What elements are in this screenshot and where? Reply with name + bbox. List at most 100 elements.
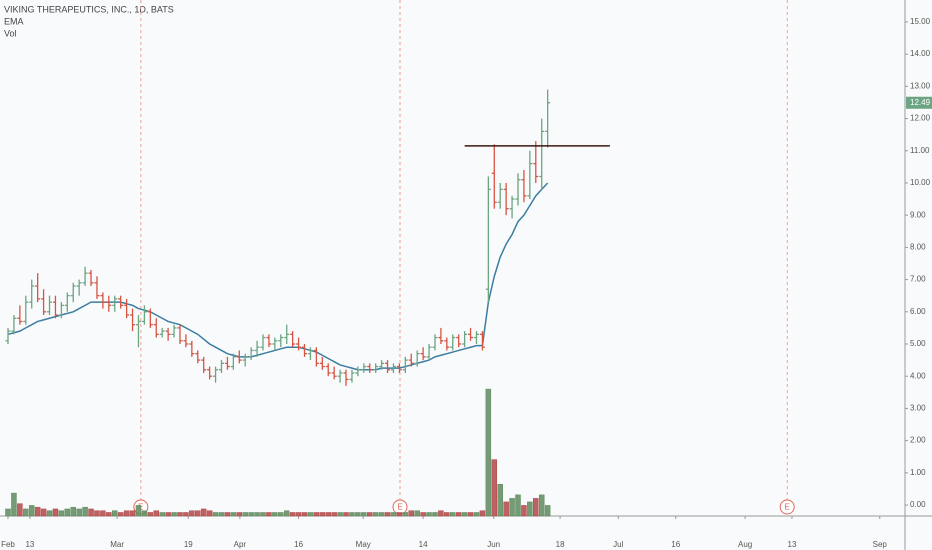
volume-bar xyxy=(396,512,403,517)
volume-bar xyxy=(141,510,148,517)
x-tick-label: Feb xyxy=(1,540,15,549)
volume-bar xyxy=(34,506,41,517)
volume-bar xyxy=(165,512,171,517)
volume-bar xyxy=(325,512,331,517)
y-tick-label: 12.00 xyxy=(910,114,931,123)
y-tick-label: 15.00 xyxy=(910,17,931,26)
y-tick-label: 4.00 xyxy=(910,371,926,380)
y-tick-label: 13.00 xyxy=(910,81,931,90)
volume-bar xyxy=(544,505,551,517)
volume-bar xyxy=(195,510,201,517)
volume-bar xyxy=(361,512,367,517)
volume-bar xyxy=(438,510,444,517)
volume-bar xyxy=(159,512,165,517)
x-tick-label: 16 xyxy=(671,540,680,549)
volume-bar xyxy=(17,503,23,517)
volume-bar xyxy=(123,510,130,517)
volume-bar xyxy=(236,512,243,517)
volume-bar xyxy=(254,512,260,517)
volume-bar xyxy=(266,512,272,517)
x-tick-label: Jun xyxy=(487,540,500,549)
volume-bar xyxy=(527,501,533,517)
volume-bar xyxy=(106,512,112,517)
volume-bar xyxy=(473,512,480,517)
volume-bar xyxy=(52,508,59,517)
volume-bar xyxy=(479,510,486,517)
volume-bar xyxy=(521,505,527,517)
volume-bar xyxy=(295,512,302,517)
x-tick-label: 19 xyxy=(184,540,193,549)
volume-bar xyxy=(349,512,355,517)
legend-ema: EMA xyxy=(4,16,24,26)
y-tick-label: 11.00 xyxy=(910,146,930,155)
x-tick-label: 16 xyxy=(294,540,303,549)
x-tick-label: Sep xyxy=(873,540,888,549)
volume-bar xyxy=(40,508,47,517)
volume-bar xyxy=(153,510,160,517)
chart-title: VIKING THERAPEUTICS, INC., 1D, BATS xyxy=(4,4,174,14)
volume-bar xyxy=(289,512,296,517)
volume-bar xyxy=(503,501,509,517)
x-tick-label: Apr xyxy=(234,540,247,549)
x-tick-label: Mar xyxy=(110,540,124,549)
volume-bar xyxy=(355,512,361,517)
volume-bar xyxy=(177,512,183,517)
volume-bar xyxy=(212,512,219,517)
volume-bar xyxy=(230,512,237,517)
volume-bar xyxy=(272,512,278,517)
event-label: E xyxy=(785,503,790,512)
volume-bar xyxy=(301,512,308,517)
volume-bar xyxy=(497,484,503,517)
volume-bar xyxy=(82,506,88,517)
volume-bar xyxy=(117,512,124,517)
volume-bar xyxy=(64,508,71,517)
x-tick-label: 13 xyxy=(788,540,797,549)
volume-bar xyxy=(260,512,266,517)
volume-bar xyxy=(189,510,195,517)
volume-bar xyxy=(384,512,391,517)
volume-bar xyxy=(366,512,373,517)
y-tick-label: 3.00 xyxy=(910,404,926,413)
volume-bar xyxy=(390,512,397,517)
volume-bar xyxy=(147,512,154,517)
volume-bar xyxy=(538,494,545,517)
legend-vol: Vol xyxy=(4,28,17,38)
volume-bar xyxy=(206,510,213,517)
volume-bar xyxy=(426,512,432,517)
volume-bar xyxy=(420,512,426,517)
volume-bar xyxy=(455,512,462,517)
volume-bar xyxy=(23,508,29,517)
volume-bar xyxy=(88,508,94,517)
x-tick-label: Aug xyxy=(738,540,752,549)
x-tick-label: 14 xyxy=(419,540,428,549)
volume-bar xyxy=(444,512,450,517)
volume-bar xyxy=(200,508,207,517)
volume-bar xyxy=(11,492,17,517)
volume-bar xyxy=(58,510,65,517)
y-tick-label: 7.00 xyxy=(910,275,926,284)
volume-bar xyxy=(450,512,456,517)
volume-bar xyxy=(100,510,106,517)
volume-bar xyxy=(515,494,521,517)
y-tick-label: 10.00 xyxy=(910,178,931,187)
volume-bar xyxy=(135,505,142,517)
x-tick-label: Jul xyxy=(613,540,623,549)
volume-bar xyxy=(46,510,53,517)
volume-bar xyxy=(94,510,100,517)
x-tick-label: May xyxy=(356,540,371,549)
volume-bar xyxy=(372,512,379,517)
volume-bar xyxy=(171,512,177,517)
event-label: E xyxy=(397,503,402,512)
x-tick-label: 18 xyxy=(556,540,565,549)
volume-bar xyxy=(485,388,492,517)
volume-bar xyxy=(70,506,76,517)
y-tick-label: 0.00 xyxy=(910,500,926,509)
volume-bar xyxy=(402,512,409,517)
volume-bar xyxy=(224,512,231,517)
volume-bar xyxy=(432,512,438,517)
x-tick-label: 13 xyxy=(25,540,34,549)
volume-bar xyxy=(337,512,343,517)
volume-bar xyxy=(278,512,284,517)
